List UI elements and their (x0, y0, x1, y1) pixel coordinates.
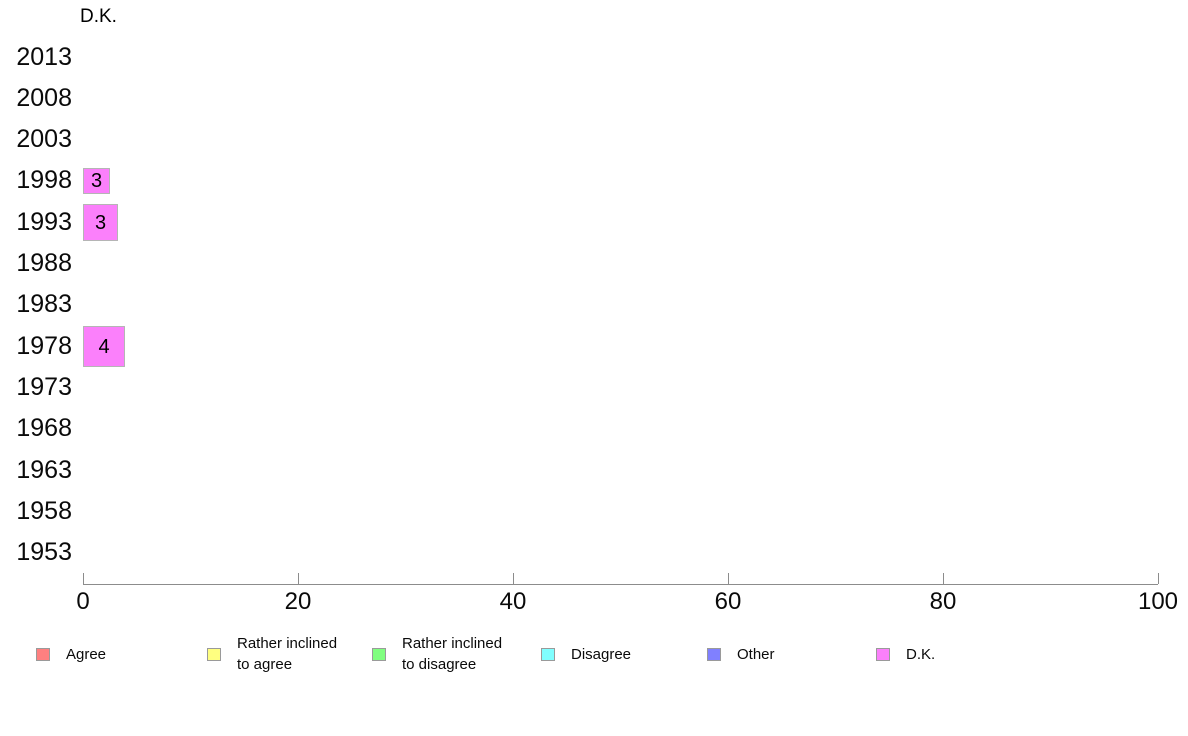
x-axis-tick (83, 573, 84, 584)
y-axis-label: 1998 (16, 166, 72, 195)
legend-swatch (876, 647, 890, 661)
x-axis-tick-label: 80 (929, 588, 957, 615)
x-axis-tick-label: 40 (499, 588, 527, 615)
legend-item-agree: Agree (36, 635, 106, 673)
x-axis-line (83, 584, 1158, 585)
legend-swatch (707, 647, 721, 661)
y-axis-label: 2008 (16, 83, 72, 112)
bar-1993: 3 (83, 204, 118, 241)
bar-1998: 3 (83, 168, 110, 194)
bar-value-label: 3 (94, 211, 107, 234)
y-axis-label: 2013 (16, 42, 72, 71)
legend-item-rather-inclined: Rather inclined to agree (207, 635, 337, 673)
legend-swatch (207, 647, 221, 661)
y-axis-label: 1993 (16, 207, 72, 236)
bar-value-label: 4 (98, 335, 110, 358)
legend-item-d-k: D.K. (876, 635, 935, 673)
y-axis-label: 1963 (16, 455, 72, 484)
legend-swatch (541, 647, 555, 661)
x-axis-tick-label: 0 (76, 588, 90, 615)
y-axis-label: 1973 (16, 373, 72, 402)
x-axis-tick (298, 573, 299, 584)
legend-swatch (36, 647, 50, 661)
chart-title: D.K. (80, 6, 117, 27)
x-axis-tick (943, 573, 944, 584)
legend-label: Other (737, 645, 775, 663)
legend-label: Disagree (571, 645, 632, 663)
legend-item-other: Other (707, 635, 775, 673)
bar-value-label: 3 (90, 170, 103, 192)
legend-label: D.K. (906, 645, 936, 663)
y-axis-label: 2003 (16, 125, 72, 154)
x-axis-tick-label: 100 (1137, 588, 1179, 615)
y-axis-label: 1958 (16, 497, 72, 526)
y-axis-label: 1988 (16, 249, 72, 278)
x-axis-tick (728, 573, 729, 584)
legend-label: Rather inclined to disagree (402, 635, 503, 673)
legend-label: Rather inclined to agree (237, 635, 338, 673)
x-axis-tick (513, 573, 514, 584)
y-axis-label: 1968 (16, 414, 72, 443)
x-axis-tick-label: 60 (714, 588, 742, 615)
bar-1978: 4 (83, 326, 125, 367)
x-axis-tick (1158, 573, 1159, 584)
legend-item-disagree: Disagree (541, 635, 631, 673)
x-axis-tick-label: 20 (284, 588, 312, 615)
legend-swatch (372, 647, 386, 661)
y-axis-label: 1953 (16, 538, 72, 567)
legend-label: Agree (66, 645, 107, 663)
legend-item-rather-inclined: Rather inclined to disagree (372, 635, 502, 673)
y-axis-label: 1983 (16, 290, 72, 319)
y-axis-label: 1978 (16, 331, 72, 360)
